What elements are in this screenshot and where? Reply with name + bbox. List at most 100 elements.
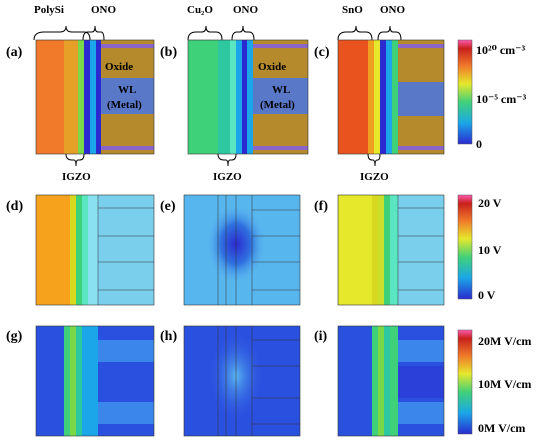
potential-layer bbox=[384, 195, 390, 305]
top-label-ono: ONO bbox=[233, 4, 259, 16]
field-layer bbox=[372, 326, 378, 436]
potential-layer bbox=[76, 195, 82, 305]
igzo-bracket bbox=[65, 153, 85, 167]
panel-label: (c) bbox=[314, 45, 330, 60]
metal-stripe bbox=[253, 146, 308, 150]
colorbar-tick-top: 20 V bbox=[478, 196, 502, 210]
channel-region bbox=[218, 40, 230, 154]
oxide-label: Oxide bbox=[258, 61, 286, 73]
field-region bbox=[98, 340, 154, 362]
wl-metal-region bbox=[101, 78, 154, 114]
panel-label: (g) bbox=[6, 329, 23, 344]
sno-region bbox=[338, 40, 368, 154]
ono-layer bbox=[236, 40, 242, 154]
top-label-polysi: PolySi bbox=[34, 4, 64, 16]
panel-border bbox=[337, 39, 445, 155]
panel-label: (f) bbox=[314, 199, 328, 214]
panel-i: (i) bbox=[314, 325, 445, 437]
panel-f: (f) bbox=[314, 194, 445, 306]
panel-label: (d) bbox=[6, 199, 23, 214]
cu2o-bracket bbox=[187, 25, 223, 41]
panel-h: (h) bbox=[160, 325, 301, 437]
panel-e: (e) bbox=[160, 194, 301, 306]
field-region bbox=[398, 340, 444, 362]
colorbar-gradient bbox=[457, 329, 473, 435]
panel-border bbox=[35, 39, 155, 155]
metal-stripe bbox=[101, 44, 154, 48]
ono-layer bbox=[84, 40, 90, 154]
panel-d: (d) bbox=[6, 194, 155, 306]
colorbar-tick-mid: 10M V/cm bbox=[478, 377, 531, 391]
ono-layer-3 bbox=[247, 40, 253, 154]
wl-metal-region bbox=[253, 78, 308, 114]
ono-layer-3 bbox=[392, 40, 398, 154]
colorbar-tick-mid: 10⁻⁵ cm⁻³ bbox=[476, 92, 527, 106]
potential-layer bbox=[88, 195, 98, 305]
panel-label: (e) bbox=[160, 199, 176, 214]
potential-layer bbox=[378, 195, 384, 305]
metal-stripe bbox=[101, 146, 154, 150]
ono-bracket bbox=[82, 25, 105, 41]
ono-bracket bbox=[231, 25, 255, 41]
wl-label: WL bbox=[118, 84, 136, 96]
potential-layer bbox=[70, 195, 76, 305]
top-label-ono: ONO bbox=[91, 4, 117, 16]
oxide-label: Oxide bbox=[105, 61, 133, 73]
igzo-layer bbox=[374, 40, 380, 154]
field-layer bbox=[70, 326, 76, 436]
field-layer bbox=[82, 326, 98, 436]
potential-layer bbox=[390, 195, 398, 305]
field-region bbox=[98, 366, 154, 398]
panel-border bbox=[183, 325, 301, 437]
igzo-layer bbox=[78, 40, 84, 154]
bottom-label-igzo: IGZO bbox=[360, 171, 389, 183]
panel-border bbox=[183, 194, 301, 306]
cu2o-region bbox=[188, 40, 218, 154]
potential-mid-region bbox=[338, 195, 372, 305]
colorbar-tick-top: 20M V/cm bbox=[478, 334, 531, 348]
field-layer bbox=[76, 326, 82, 436]
metal-stripe bbox=[398, 44, 444, 48]
colorbar-potential: 20 V 10 V 0 V bbox=[457, 194, 502, 302]
ono-layer bbox=[380, 40, 386, 154]
ono-bracket bbox=[377, 25, 402, 41]
field-region bbox=[398, 366, 444, 398]
channel-region bbox=[368, 40, 374, 154]
colorbar-gradient bbox=[457, 194, 473, 300]
channel-region bbox=[64, 40, 78, 154]
field-layer bbox=[390, 326, 398, 436]
metal-label: (Metal) bbox=[260, 99, 295, 111]
colorbar-carrier-density: 10²⁰ cm⁻³ 10⁻⁵ cm⁻³ 0 bbox=[457, 39, 527, 151]
polysi-bracket bbox=[33, 25, 91, 41]
panel-border bbox=[35, 325, 155, 437]
panel-label: (b) bbox=[160, 45, 177, 60]
panel-c: (c) SnO ONO IGZO bbox=[314, 4, 445, 183]
ono-layer-3 bbox=[96, 40, 101, 154]
metal-stripe bbox=[253, 44, 308, 48]
wl-label: WL bbox=[272, 84, 290, 96]
panel-border bbox=[35, 194, 155, 306]
panel-border bbox=[337, 325, 445, 437]
panel-g: (g) bbox=[6, 325, 155, 437]
colorbar-tick-bottom: 0M V/cm bbox=[478, 421, 525, 435]
panel-border bbox=[337, 194, 445, 306]
field-layer bbox=[64, 326, 70, 436]
colorbar-tick-bottom: 0 bbox=[476, 137, 482, 151]
panel-label: (h) bbox=[160, 329, 177, 344]
panel-label: (i) bbox=[314, 329, 328, 344]
field-layer bbox=[378, 326, 384, 436]
igzo-bracket bbox=[217, 153, 237, 167]
panel-label: (a) bbox=[6, 45, 23, 60]
metal-stripe bbox=[398, 146, 444, 150]
colorbar-tick-mid: 10 V bbox=[478, 243, 502, 257]
panel-a: (a) PolySi ONO Oxide WL (Metal) IGZO bbox=[6, 4, 155, 183]
top-label-sno: SnO bbox=[342, 4, 363, 16]
colorbar-gradient bbox=[457, 39, 473, 145]
sno-bracket bbox=[337, 25, 373, 41]
igzo-layer bbox=[230, 40, 236, 154]
top-label-ono: ONO bbox=[380, 4, 406, 16]
wl-metal-region bbox=[398, 82, 444, 116]
colorbar-tick-top: 10²⁰ cm⁻³ bbox=[476, 43, 526, 57]
colorbar-electric-field: 20M V/cm 10M V/cm 0M V/cm bbox=[457, 329, 531, 435]
